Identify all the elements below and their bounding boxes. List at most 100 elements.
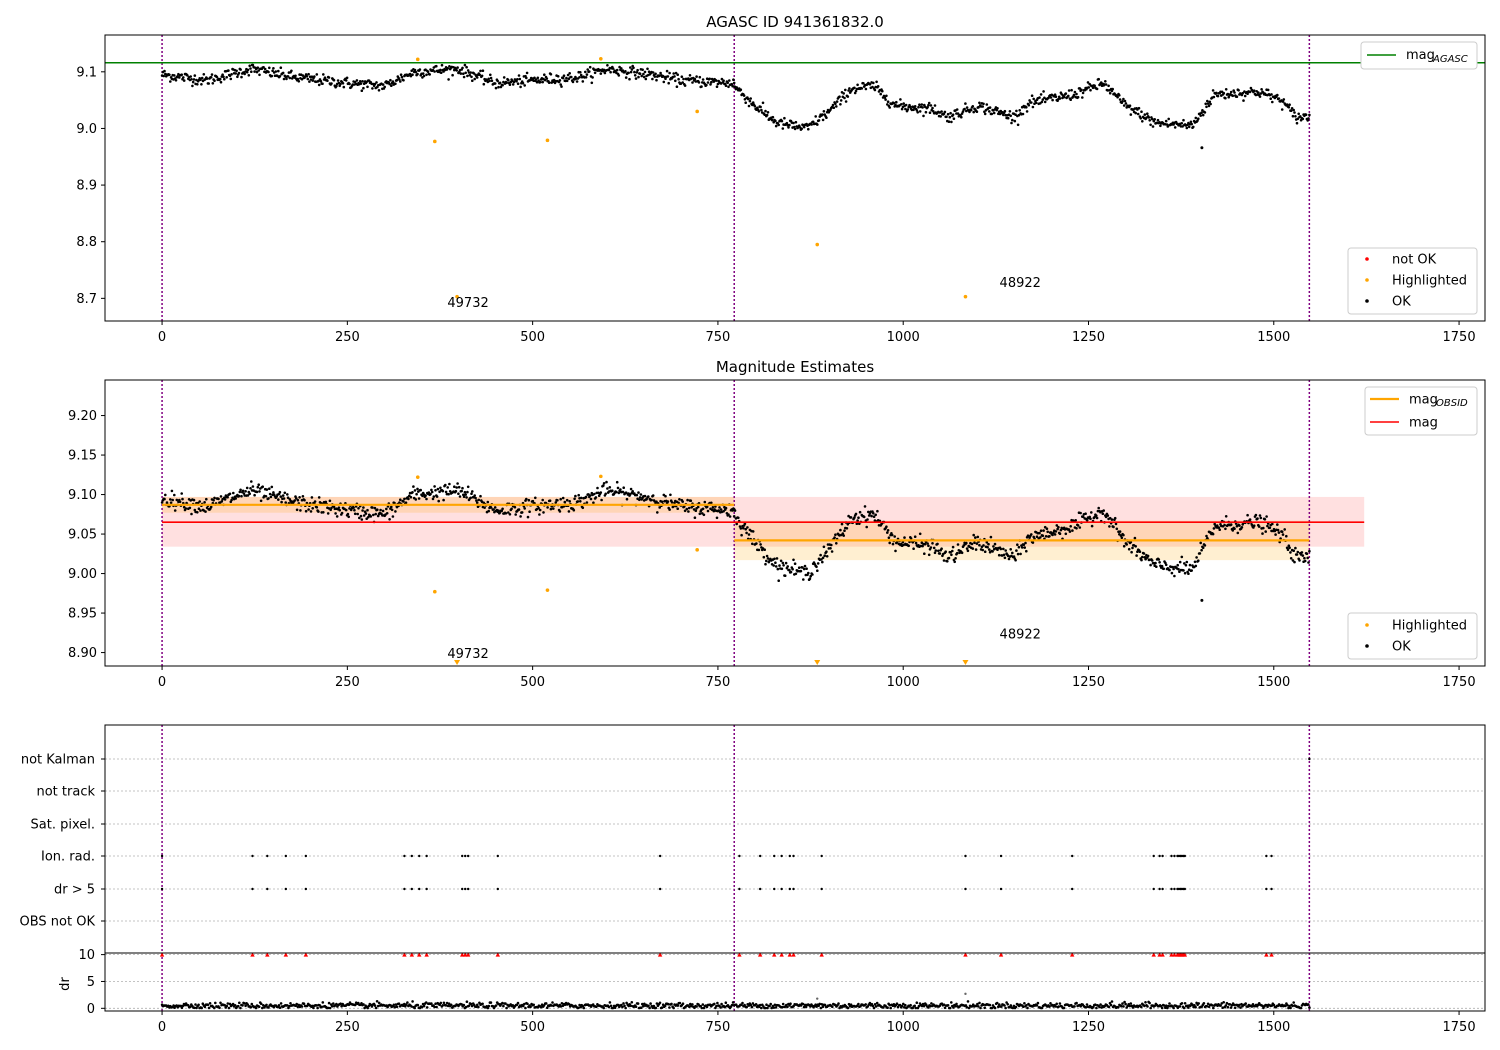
ok-point [1287, 544, 1291, 547]
ok-point [1004, 549, 1007, 552]
ok-point [785, 121, 789, 125]
ok-point [531, 499, 535, 503]
obsid-annotation: 48922 [1000, 627, 1041, 642]
dr-point [392, 1003, 396, 1007]
ok-point [251, 63, 255, 67]
dr-point [523, 1002, 526, 1006]
ok-point [1211, 532, 1215, 536]
ok-point [857, 516, 860, 519]
ok-point [876, 85, 880, 88]
dr-point [197, 1003, 200, 1007]
ok-point [853, 86, 856, 90]
obsid-annotation: 48922 [1000, 276, 1041, 291]
ok-point [931, 542, 934, 545]
ok-point [945, 115, 948, 119]
ok-point [674, 79, 677, 83]
dr-point [464, 1005, 468, 1009]
dr-point [516, 1001, 520, 1005]
ok-point [430, 488, 433, 492]
ok-point [1058, 532, 1062, 535]
ok-point [373, 82, 377, 86]
ok-point [604, 492, 607, 496]
ok-point [1211, 89, 1215, 92]
y-tick-label: 8.90 [68, 646, 97, 661]
ok-point [885, 94, 888, 98]
dr-gt5-flag [463, 887, 467, 891]
ok-point [1224, 88, 1228, 91]
ok-point [944, 550, 947, 553]
ok-point [951, 545, 955, 549]
ok-point [1118, 98, 1122, 101]
dr-tick-label: 5 [87, 975, 95, 990]
ok-point [265, 488, 269, 491]
ok-point [1197, 117, 1200, 120]
ok-point [1218, 528, 1221, 531]
ok-point [1292, 108, 1295, 112]
ok-point [1296, 550, 1300, 554]
dr-point [820, 1003, 824, 1006]
dr-point [261, 1006, 264, 1010]
ok-point [1041, 98, 1045, 101]
ok-point [694, 509, 698, 512]
dr-point [218, 1006, 221, 1010]
dr-point [1187, 1006, 1190, 1009]
ok-point [236, 75, 239, 79]
dr-point [818, 1002, 821, 1006]
ok-point [1122, 104, 1126, 107]
ion-rad-flag [463, 854, 467, 858]
ok-point [444, 483, 447, 487]
ok-point [690, 506, 693, 509]
dr-point [622, 1002, 625, 1005]
ok-point [1215, 524, 1219, 527]
ok-point [655, 78, 658, 82]
ok-point [545, 77, 549, 80]
dr-gt5-flag [496, 887, 500, 891]
dr-point [300, 1005, 304, 1008]
ok-point [1248, 518, 1252, 521]
ok-point [403, 497, 406, 501]
dr-point [1120, 1004, 1123, 1008]
dr-capped-marker [460, 952, 465, 957]
dr-point [942, 1003, 946, 1006]
ok-point [916, 111, 919, 114]
ok-point [1194, 116, 1198, 120]
dr-point [410, 1005, 413, 1008]
ok-point [1084, 512, 1087, 515]
ok-point [1201, 546, 1205, 550]
ok-point [1307, 117, 1310, 120]
ok-point [441, 489, 445, 493]
ok-point [462, 495, 466, 499]
ok-point [242, 492, 246, 495]
ok-point [1252, 524, 1256, 527]
ok-point [1058, 97, 1062, 100]
ok-point [169, 498, 172, 501]
ok-point [705, 505, 709, 509]
dr-capped-marker [1160, 952, 1165, 957]
ok-point [698, 512, 702, 516]
ok-point [1129, 113, 1133, 116]
ok-point [1233, 527, 1236, 530]
ok-point [793, 127, 797, 131]
ok-point [620, 67, 623, 70]
ok-point [788, 568, 791, 572]
ok-point [446, 67, 450, 70]
dr-capped-marker [1172, 952, 1177, 957]
dr-point [430, 1002, 433, 1005]
ok-point [432, 495, 436, 498]
ok-point [1116, 95, 1119, 99]
ok-point [840, 522, 844, 526]
ok-point [330, 506, 333, 510]
ok-point [1134, 111, 1137, 115]
ok-point [371, 506, 374, 509]
dr-point [1144, 1001, 1147, 1004]
ok-point [611, 67, 615, 70]
ok-point [622, 486, 625, 490]
dr-point [259, 1002, 263, 1006]
ok-point [470, 492, 473, 496]
ok-point [602, 484, 605, 487]
ok-point [1141, 555, 1144, 559]
ok-point [1173, 126, 1177, 129]
dr-point [226, 1002, 230, 1005]
ok-point [1183, 562, 1186, 565]
ok-point [654, 72, 657, 76]
